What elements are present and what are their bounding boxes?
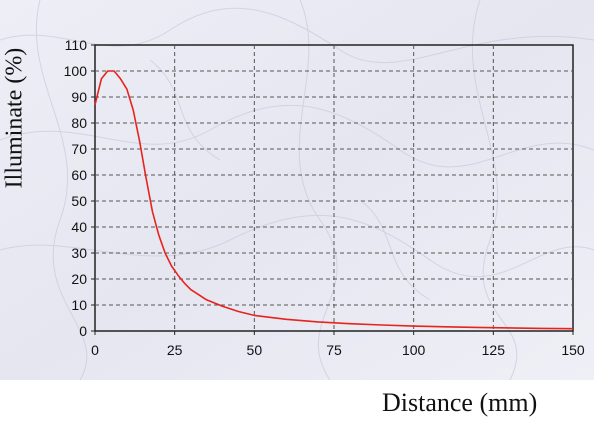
y-tick-label: 100 xyxy=(64,63,88,79)
y-axis-title: Illuminate (%) xyxy=(1,47,28,189)
marble-background xyxy=(0,0,594,380)
grid xyxy=(95,45,573,331)
x-tick-label: 0 xyxy=(91,342,99,358)
y-tick-label: 90 xyxy=(71,89,87,105)
x-axis-ticks: 0 25 50 75 100 125 150 xyxy=(91,331,585,358)
chart-panel: 0 10 20 30 40 50 60 70 80 90 100 110 0 25 50 75 100 125 1… xyxy=(0,0,594,380)
y-tick-label: 20 xyxy=(71,271,87,287)
y-tick-label: 80 xyxy=(71,115,87,131)
y-tick-label: 50 xyxy=(71,193,87,209)
x-axis-title: Distance (mm) xyxy=(382,388,538,417)
y-tick-label: 70 xyxy=(71,141,87,157)
y-tick-label: 110 xyxy=(65,37,88,53)
x-tick-label: 150 xyxy=(561,342,585,358)
y-tick-label: 10 xyxy=(71,297,87,313)
series-line xyxy=(94,70,574,330)
x-tick-label: 100 xyxy=(402,342,426,358)
y-tick-label: 40 xyxy=(71,219,87,235)
x-tick-label: 125 xyxy=(482,342,506,358)
x-tick-label: 50 xyxy=(247,342,263,358)
y-tick-label: 60 xyxy=(71,167,87,183)
y-tick-label: 30 xyxy=(71,245,87,261)
x-tick-label: 25 xyxy=(167,342,183,358)
series-layer xyxy=(94,70,574,330)
y-axis-ticks: 0 10 20 30 40 50 60 70 80 90 100 110 xyxy=(64,37,95,339)
x-tick-label: 75 xyxy=(326,342,342,358)
marble-texture xyxy=(0,0,594,380)
y-tick-label: 0 xyxy=(79,323,87,339)
